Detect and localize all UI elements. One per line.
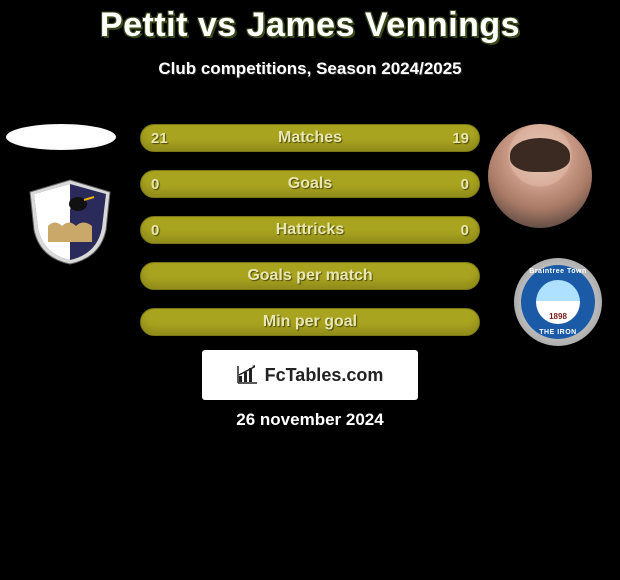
stat-row-min-per-goal: Min per goal (140, 308, 480, 336)
crest-top-text: Braintree Town (521, 268, 595, 275)
team1-crest (20, 176, 120, 266)
stat-left-value: 21 (151, 130, 168, 147)
chart-bars-icon (237, 365, 259, 385)
page-title: Pettit vs James Vennings (0, 0, 620, 45)
team2-crest: Braintree Town 1898 THE IRON (514, 258, 602, 346)
crest-bottom-text: THE IRON (521, 329, 595, 336)
stat-label: Goals per match (247, 267, 372, 285)
stat-left-value: 0 (151, 176, 159, 193)
stat-label: Hattricks (276, 221, 344, 239)
player1-photo (6, 124, 116, 150)
stat-right-value: 0 (461, 176, 469, 193)
player2-photo (488, 124, 592, 228)
stats-panel: 21 Matches 19 0 Goals 0 0 Hattricks 0 Go… (140, 124, 480, 354)
snapshot-date: 26 november 2024 (0, 410, 620, 430)
crest-year: 1898 (549, 312, 567, 321)
stat-row-hattricks: 0 Hattricks 0 (140, 216, 480, 244)
stat-row-goals-per-match: Goals per match (140, 262, 480, 290)
vs-label: vs (198, 6, 237, 44)
stat-right-value: 19 (452, 130, 469, 147)
stat-label: Min per goal (263, 313, 357, 331)
stat-label: Goals (288, 175, 332, 193)
stat-row-matches: 21 Matches 19 (140, 124, 480, 152)
brand-text: FcTables.com (265, 365, 384, 386)
player2-name: James Vennings (247, 6, 520, 44)
stat-row-goals: 0 Goals 0 (140, 170, 480, 198)
stat-left-value: 0 (151, 222, 159, 239)
player1-name: Pettit (100, 6, 188, 44)
brand-watermark: FcTables.com (202, 350, 418, 400)
stat-label: Matches (278, 129, 342, 147)
stat-right-value: 0 (461, 222, 469, 239)
subtitle: Club competitions, Season 2024/2025 (0, 59, 620, 79)
